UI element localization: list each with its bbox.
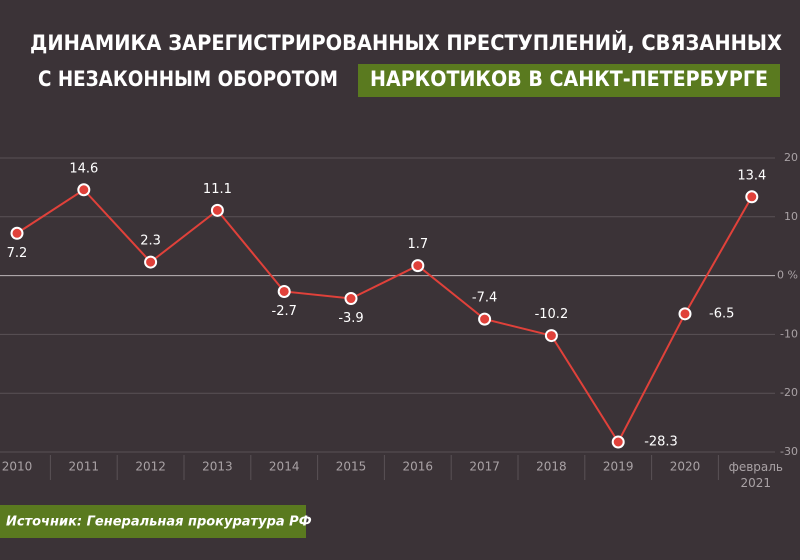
x-tick-label: 2019 [603, 460, 634, 474]
value-label: -2.7 [272, 304, 297, 319]
x-tick-label: 2014 [269, 460, 300, 474]
x-tick-label: 2020 [670, 460, 701, 474]
line [16, 188, 753, 445]
y-tick-label: 20 [784, 151, 798, 164]
point [411, 259, 425, 273]
value-label: -6.5 [709, 306, 734, 321]
x-tick-label: 2017 [469, 460, 500, 474]
point [678, 307, 692, 321]
value-label: -10.2 [535, 307, 569, 322]
title: С НЕЗАКОННЫМ ОБОРОТОМ [38, 67, 338, 91]
value-label: 14.6 [69, 161, 98, 176]
value-label: 1.7 [407, 237, 428, 252]
point [10, 226, 24, 240]
x-tick-label: 2016 [403, 460, 434, 474]
point [277, 284, 291, 298]
source: Источник: Генеральная прокуратура РФ [6, 515, 312, 530]
y-tick-label: -20 [780, 386, 798, 399]
x-tick-label: 2018 [536, 460, 567, 474]
value-label: -3.9 [338, 311, 363, 326]
point [745, 190, 759, 204]
point [344, 292, 358, 306]
source-box [0, 505, 306, 538]
point [144, 255, 158, 269]
x-tick-label: 2012 [135, 460, 166, 474]
x-tick-label: 2015 [336, 460, 367, 474]
title-highlight: НАРКОТИКОВ В САНКТ-ПЕТЕРБУРГЕ [370, 67, 768, 91]
value-label: -7.4 [472, 291, 497, 306]
y-tick-label: -10 [780, 327, 798, 340]
x-tick-label: февраль 2021 [729, 460, 783, 490]
point [611, 435, 625, 449]
title: ДИНАМИКА ЗАРЕГИСТРИРОВАННЫХ ПРЕСТУПЛЕНИЙ… [30, 30, 782, 55]
value-label: 11.1 [203, 182, 232, 197]
value-label: 2.3 [140, 234, 161, 249]
y-tick-label: -30 [780, 445, 798, 458]
point [478, 312, 492, 326]
y-tick-label: 10 [784, 210, 798, 223]
x-tick-label: 2011 [69, 460, 100, 474]
value-label: -28.3 [644, 435, 678, 450]
title-highlight-box [358, 64, 780, 97]
y-tick-label: 0 % [777, 269, 798, 282]
value-label: 7.2 [7, 246, 28, 261]
point [544, 329, 558, 343]
point [77, 183, 91, 197]
x-tick-label: 2010 [2, 460, 33, 474]
value-label: 13.4 [737, 168, 766, 183]
x-tick-label: 2013 [202, 460, 233, 474]
point [210, 203, 224, 217]
